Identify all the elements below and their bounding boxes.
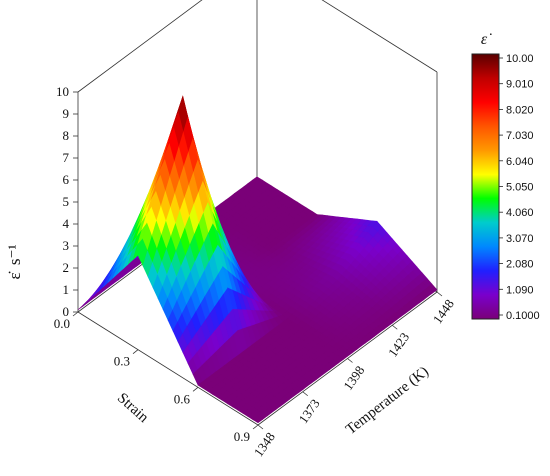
colorbar-ticks: 10.00 9.010 8.020 7.030 6.040 5.050 4.060 3.070… <box>499 53 540 322</box>
colorbar-tick-label: 0.1000 <box>506 310 540 322</box>
surface-cell <box>252 415 264 424</box>
z-tick-label: 2 <box>63 260 70 275</box>
z-tick-label: 5 <box>63 194 70 209</box>
z-tick-label: 4 <box>63 216 70 231</box>
z-tick-label: 7 <box>63 150 70 165</box>
strain-tick-label: 0.9 <box>234 429 250 444</box>
temperature-tick-label: 1398 <box>340 363 367 393</box>
z-tick-label: 8 <box>63 128 70 143</box>
z-tick-label: 9 <box>63 106 70 121</box>
colorbar-title: ε̇ <box>481 31 492 48</box>
colorbar-tick-label: 1.090 <box>506 284 534 296</box>
strain-tick-label: 0.6 <box>174 391 191 406</box>
colorbar-tick-label: 9.010 <box>506 79 534 91</box>
z-tick-label: 1 <box>63 282 70 297</box>
z-axis-title: ε̇ s⁻¹ <box>5 244 24 279</box>
strain-tick-label: 0.3 <box>114 354 130 369</box>
strain-tick-label: 0.0 <box>54 316 70 331</box>
svg-text:ε̇ s⁻¹: ε̇ s⁻¹ <box>5 244 24 279</box>
colorbar-tick-label: 7.030 <box>506 130 534 142</box>
z-tick-label: 10 <box>56 84 69 99</box>
z-tick-label: 0 <box>63 304 70 319</box>
colorbar-tick-label: 10.00 <box>506 53 534 65</box>
colorbar <box>471 53 500 320</box>
surface-plot <box>77 95 438 424</box>
colorbar-tick-label: 4.060 <box>506 207 534 219</box>
colorbar-tick-label: 2.080 <box>506 259 534 271</box>
colorbar-tick-label: 6.040 <box>506 156 534 168</box>
z-tick-label: 6 <box>63 172 70 187</box>
temperature-tick-label: 1423 <box>385 330 412 360</box>
colorbar-tick-label: 3.070 <box>506 233 534 245</box>
z-tick-label: 3 <box>63 238 70 253</box>
temperature-tick-label: 1348 <box>251 429 278 459</box>
colorbar-tick-label: 8.020 <box>506 104 534 116</box>
temperature-tick-label: 1373 <box>295 396 322 426</box>
colorbar-tick-label: 5.050 <box>506 182 534 194</box>
z-axis-label: ε̇ <box>5 271 24 279</box>
temperature-tick-label: 1448 <box>430 296 457 326</box>
z-axis-unit: s⁻¹ <box>5 244 24 265</box>
strain-axis-title: Strain <box>114 390 152 426</box>
